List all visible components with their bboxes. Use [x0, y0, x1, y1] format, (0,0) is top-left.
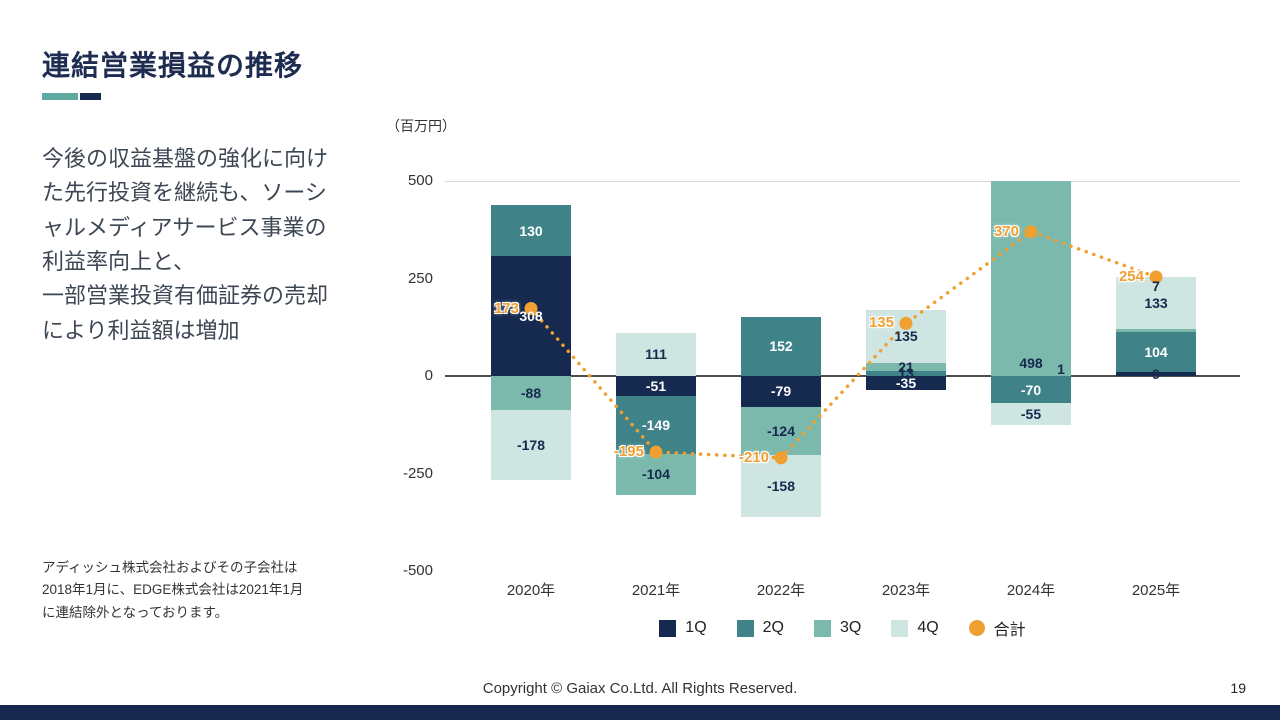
bar-value-label: -55 — [1020, 406, 1042, 423]
bar-value-label: -158 — [766, 477, 796, 494]
slide-body-text: 今後の収益基盤の強化に向けた先行投資を継続も、ソーシャルメディアサービス事業の利… — [42, 146, 329, 343]
legend-item-2Q: 2Q — [736, 619, 784, 637]
total-value-label: 135 — [868, 314, 894, 332]
total-value-label: 173 — [493, 299, 519, 317]
total-value-label: 370 — [993, 222, 1019, 240]
total-value-label: -195 — [613, 443, 644, 461]
y-axis-tick: 250 — [407, 269, 433, 287]
x-axis-label: 2022年 — [756, 582, 806, 599]
total-value-label: 254 — [1118, 267, 1144, 285]
bar-value-label: 498 — [1019, 354, 1043, 371]
y-axis-tick: 500 — [407, 172, 433, 189]
legend-label: 4Q — [917, 619, 939, 636]
gridline-top — [445, 181, 1240, 182]
bar-value-label: 152 — [769, 338, 793, 355]
bar-value-label: 133 — [1144, 295, 1168, 312]
x-axis-label: 2020年 — [506, 582, 556, 599]
y-axis-unit-label: （百万円） — [386, 118, 456, 134]
bar-segment-3Q — [616, 454, 696, 495]
legend-swatch-4Q — [891, 619, 909, 637]
x-axis-label: 2023年 — [881, 582, 931, 599]
total-value-label: -210 — [738, 448, 769, 466]
copyright-text: Copyright © Gaiax Co.Ltd. All Rights Res… — [482, 680, 798, 697]
bar-segment-3Q — [1116, 329, 1196, 332]
bar-segment-4Q — [741, 455, 821, 517]
legend-label: 1Q — [685, 619, 707, 636]
bar-value-label: 21 — [898, 358, 914, 375]
title-accent-teal — [42, 93, 78, 100]
legend-swatch-2Q — [736, 619, 754, 637]
legend-swatch-合計 — [968, 620, 985, 636]
bar-value-label: -70 — [1020, 381, 1042, 398]
page-number: 19 — [1230, 680, 1246, 696]
chart-plot: 500 250 0 -250 -500 2020年 308 130 -88 -178 2021年 -5… — [403, 172, 1240, 599]
bar-value-label: -51 — [645, 377, 667, 394]
legend-item-合計: 合計 — [968, 616, 1026, 640]
bar-value-label: 104 — [1144, 344, 1168, 361]
bar-value-label: -149 — [641, 416, 671, 433]
chart-legend: 1Q 2Q 3Q 4Q 合計 — [445, 616, 1240, 640]
x-axis-label: 2025年 — [1131, 582, 1181, 599]
legend-swatch-3Q — [813, 619, 831, 637]
legend-item-4Q: 4Q — [891, 619, 939, 637]
x-axis-label: 2024年 — [1006, 582, 1056, 599]
bar-value-label: -79 — [770, 383, 792, 400]
legend-item-3Q: 3Q — [813, 619, 862, 637]
y-axis-tick: -500 — [402, 562, 433, 579]
bar-value-label: 9 — [1152, 366, 1160, 383]
legend-label: 3Q — [839, 619, 862, 636]
bar-value-label: 111 — [645, 346, 667, 363]
legend-label: 2Q — [762, 619, 784, 636]
bar-value-label: -124 — [766, 422, 796, 439]
bar-value-label: -88 — [520, 385, 542, 402]
y-axis-tick: 0 — [424, 367, 433, 384]
bottom-accent-bar — [0, 705, 1280, 720]
bar-value-label: -104 — [641, 466, 671, 483]
legend-label: 合計 — [993, 622, 1026, 639]
footnote-text: アディッシュ株式会社およびその子会社は2018年1月に、EDGE株式会社は202… — [42, 560, 304, 620]
title-accent-navy — [80, 93, 101, 100]
legend-item-1Q: 1Q — [659, 619, 707, 637]
bar-value-label: 130 — [519, 222, 543, 239]
y-axis-tick: -250 — [402, 464, 433, 482]
slide-title: 連結営業損益の推移 — [42, 50, 304, 81]
legend-swatch-1Q — [659, 619, 677, 637]
x-axis-label: 2021年 — [631, 582, 681, 599]
